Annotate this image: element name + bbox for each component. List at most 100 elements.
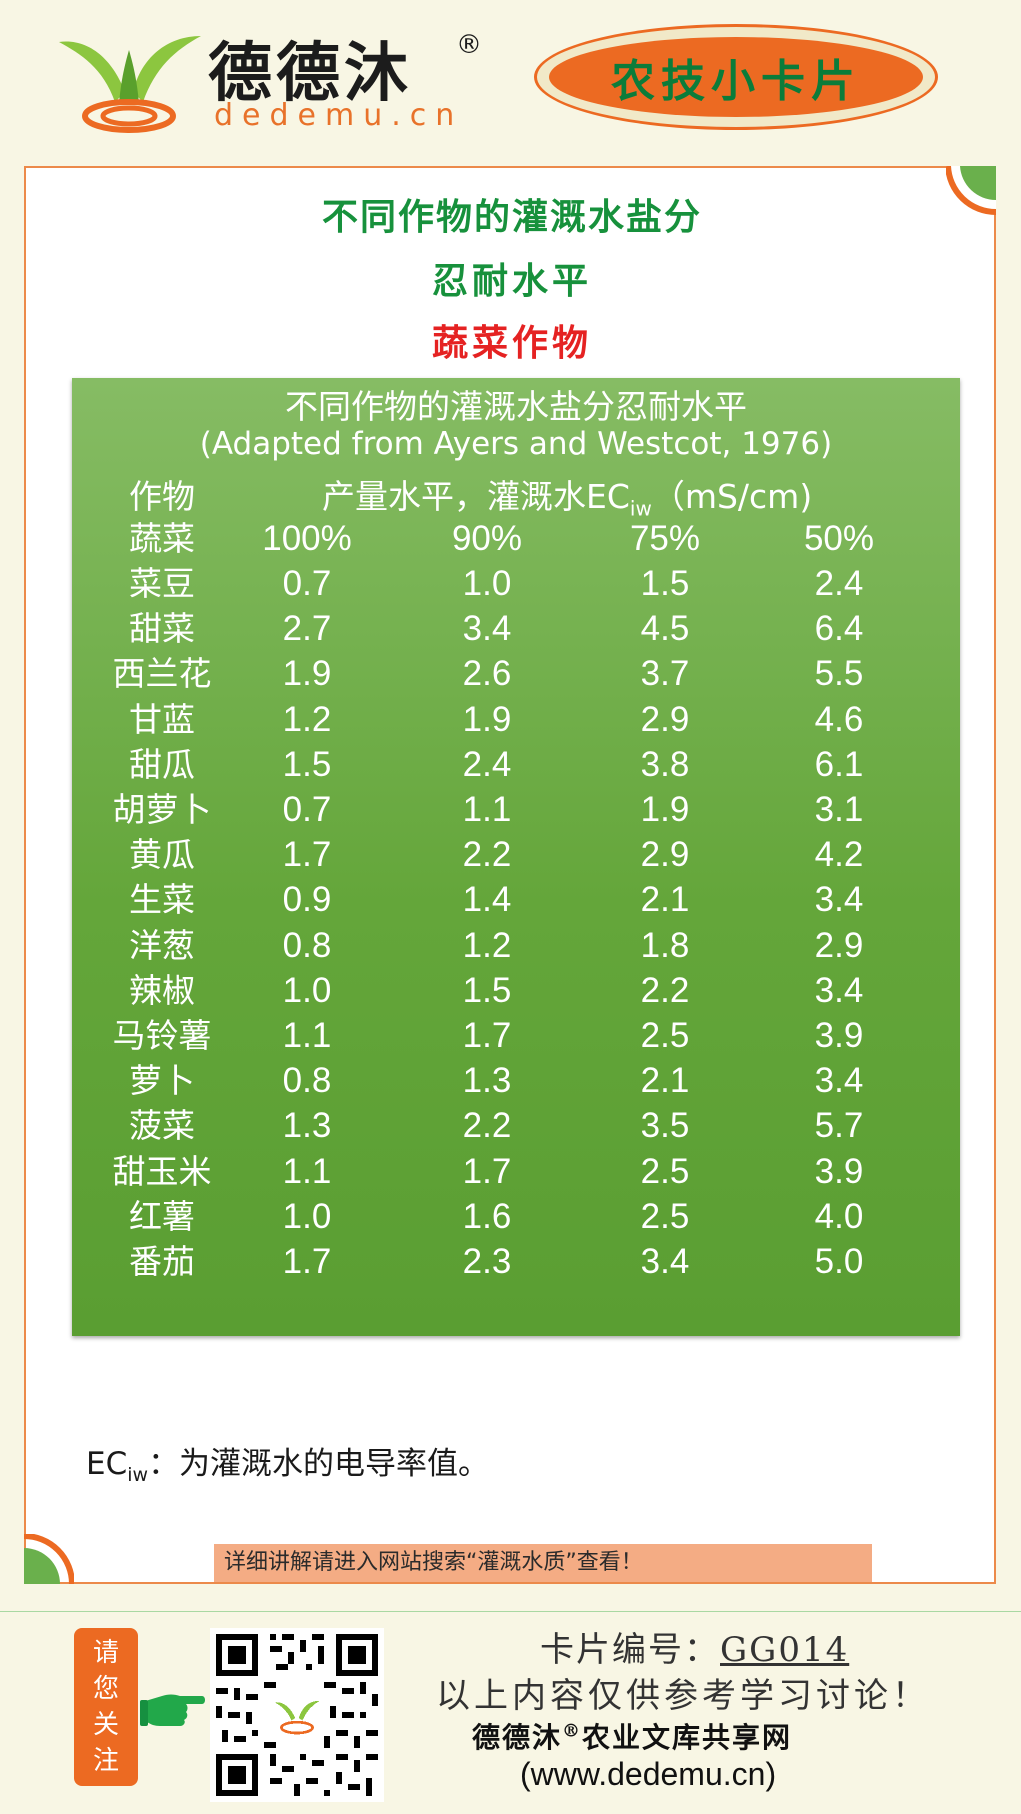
registered-mark: ® xyxy=(456,30,482,60)
table-row: 胡萝卜 0.7 1.1 1.9 3.1 xyxy=(72,787,960,832)
ec-footnote: ECiw：为灌溉水的电导率值。 xyxy=(86,1438,489,1486)
ec-value-cell: 2.1 xyxy=(640,880,690,920)
follow-char: 您 xyxy=(92,1674,119,1704)
ec-value-cell: 2.9 xyxy=(640,835,690,875)
ec-value-cell: 3.4 xyxy=(814,880,864,920)
salinity-table-panel: 不同作物的灌溉水盐分忍耐水平 (Adapted from Ayers and W… xyxy=(72,378,960,1336)
info-card: 不同作物的灌溉水盐分 忍耐水平 蔬菜作物 不同作物的灌溉水盐分忍耐水平 (Ada… xyxy=(24,166,996,1584)
ec-value-cell: 3.5 xyxy=(640,1106,690,1146)
badge-inner: 农技小卡片 xyxy=(549,37,923,117)
table-row: 甘蓝 1.2 1.9 2.9 4.6 xyxy=(72,697,960,742)
level-cell: 90% xyxy=(451,519,523,558)
ec-value-cell: 2.7 xyxy=(282,609,332,649)
table-row: 番茄 1.7 2.3 3.4 5.0 xyxy=(72,1239,960,1284)
follow-char: 注 xyxy=(92,1746,119,1776)
ec-value-cell: 1.0 xyxy=(462,564,512,603)
table-row: 西兰花 1.9 2.6 3.7 5.5 xyxy=(72,651,960,696)
yield-header-sub: iw xyxy=(629,496,652,521)
ec-value-cell: 2.5 xyxy=(640,1016,690,1055)
ec-value-cell: 2.3 xyxy=(462,1242,512,1281)
ec-value-cell: 4.2 xyxy=(814,835,864,875)
table-row: 甜玉米 1.1 1.7 2.5 3.9 xyxy=(72,1149,960,1194)
table-source: (Adapted from Ayers and Westcot, 1976) xyxy=(199,426,833,462)
website-link[interactable]: (www.dedemu.cn) xyxy=(520,1756,777,1792)
ec-value-cell: 3.1 xyxy=(814,790,864,829)
level-cell: 100% xyxy=(262,519,352,558)
follow-char: 关 xyxy=(92,1710,119,1740)
crop-name-cell: 红薯 xyxy=(129,1196,195,1236)
ec-value-cell: 0.7 xyxy=(282,790,332,829)
crop-name-cell: 胡萝卜 xyxy=(112,790,212,829)
ec-value-cell: 2.6 xyxy=(462,654,512,694)
crop-name-cell: 菠菜 xyxy=(129,1106,195,1146)
crop-name-cell: 甘蓝 xyxy=(129,699,195,739)
crop-name-cell: 菜豆 xyxy=(129,564,195,603)
yield-header-unit: （mS/cm) xyxy=(651,477,813,516)
ec-value-cell: 2.4 xyxy=(814,564,864,603)
ec-value-cell: 5.5 xyxy=(814,654,864,694)
levels-row: 蔬菜 100% 90% 75% 50% xyxy=(72,516,960,561)
table-row: 菜豆 0.7 1.0 1.5 2.4 xyxy=(72,561,960,606)
ec-value-cell: 3.9 xyxy=(814,1016,864,1055)
ec-value-cell: 6.1 xyxy=(814,744,864,784)
library-name-b: 农业文库共享网 xyxy=(582,1721,793,1754)
ec-value-cell: 1.4 xyxy=(462,880,512,920)
card-title-line2: 忍耐水平 xyxy=(431,260,592,302)
table-row: 甜瓜 1.5 2.4 3.8 6.1 xyxy=(72,742,960,787)
corner-top-right-decoration xyxy=(946,166,996,216)
card-number-value: GG014 xyxy=(720,1630,850,1670)
ec-value-cell: 2.1 xyxy=(640,1061,690,1101)
ec-value-cell: 1.7 xyxy=(462,1016,512,1055)
follow-us-tag: 请 您 关 注 xyxy=(74,1628,138,1786)
ec-prefix: EC xyxy=(86,1446,128,1482)
ec-value-cell: 1.1 xyxy=(462,790,512,829)
table-row: 甜菜 2.7 3.4 4.5 6.4 xyxy=(72,606,960,651)
ec-value-cell: 3.9 xyxy=(814,1151,864,1191)
ec-value-cell: 1.5 xyxy=(640,564,690,603)
category-label: 蔬菜 xyxy=(129,519,195,558)
corner-bottom-left-decoration xyxy=(24,1534,74,1584)
crop-name-cell: 马铃薯 xyxy=(112,1016,212,1055)
ec-value-cell: 2.5 xyxy=(640,1196,690,1236)
level-cell: 50% xyxy=(803,519,875,558)
ec-value-cell: 1.9 xyxy=(282,654,332,694)
footer-divider xyxy=(0,1611,1021,1612)
ec-value-cell: 2.2 xyxy=(462,1106,512,1146)
crop-column-header: 作物 xyxy=(129,477,195,516)
ec-value-cell: 1.1 xyxy=(282,1151,332,1191)
ec-value-cell: 5.0 xyxy=(814,1242,864,1281)
ec-value-cell: 4.0 xyxy=(814,1196,864,1236)
ec-value-cell: 1.7 xyxy=(462,1151,512,1191)
table-row: 洋葱 0.8 1.2 1.8 2.9 xyxy=(72,923,960,968)
level-cell: 75% xyxy=(629,519,701,558)
ec-value-cell: 2.2 xyxy=(462,835,512,875)
table-row: 辣椒 1.0 1.5 2.2 3.4 xyxy=(72,968,960,1013)
ec-note-text: ：为灌溉水的电导率值。 xyxy=(148,1446,490,1482)
ec-value-cell: 2.4 xyxy=(462,744,512,784)
crop-name-cell: 洋葱 xyxy=(129,925,195,965)
ec-value-cell: 0.8 xyxy=(282,1061,332,1101)
library-reg: ® xyxy=(562,1720,583,1742)
search-hint-bar: 详细讲解请进入网站搜索“灌溉水质”查看！ xyxy=(214,1544,872,1582)
ec-value-cell: 2.9 xyxy=(640,699,690,739)
ec-value-cell: 1.3 xyxy=(462,1061,512,1101)
table-row: 生菜 0.9 1.4 2.1 3.4 xyxy=(72,877,960,922)
ec-value-cell: 1.0 xyxy=(282,1196,332,1236)
ec-value-cell: 1.5 xyxy=(282,744,332,784)
ec-value-cell: 3.8 xyxy=(640,744,690,784)
ec-value-cell: 3.4 xyxy=(814,1061,864,1101)
crop-name-cell: 萝卜 xyxy=(129,1061,195,1101)
crop-name-cell: 番茄 xyxy=(129,1242,195,1281)
header-badge: 农技小卡片 xyxy=(534,24,938,130)
yield-header-prefix: 产量水平，灌溉水EC xyxy=(322,477,630,516)
ec-value-cell: 3.4 xyxy=(814,970,864,1010)
ec-value-cell: 1.7 xyxy=(282,835,332,875)
card-subtitle-category: 蔬菜作物 xyxy=(431,322,592,364)
crop-name-cell: 黄瓜 xyxy=(129,835,195,875)
library-name-a: 德德沐 xyxy=(472,1721,563,1754)
crop-name-cell: 甜菜 xyxy=(129,609,195,649)
library-name: 德德沐®农业文库共享网 xyxy=(472,1716,792,1756)
ec-value-cell: 6.4 xyxy=(814,609,864,649)
ec-value-cell: 2.2 xyxy=(640,970,690,1010)
ec-value-cell: 1.3 xyxy=(282,1106,332,1146)
